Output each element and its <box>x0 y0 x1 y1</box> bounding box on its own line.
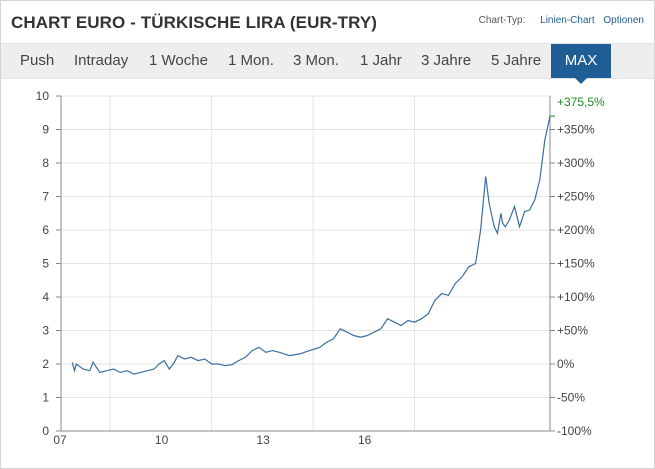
tab-active-arrow <box>575 78 587 84</box>
tab-1-woche[interactable]: 1 Woche <box>149 52 208 69</box>
tab-max[interactable]: MAX <box>551 44 611 84</box>
x-tick-label: 13 <box>256 433 270 447</box>
page-title: CHART EURO - TÜRKISCHE LIRA (EUR-TRY) <box>11 13 378 32</box>
x-tick-label: 16 <box>358 433 372 447</box>
y2-tick-label: +200% <box>557 223 595 237</box>
y-tick-label: 5 <box>42 257 49 271</box>
y2-tick-label: +150% <box>557 257 595 271</box>
price-line <box>71 115 551 375</box>
tab-intraday[interactable]: Intraday <box>74 52 129 69</box>
x-tick-label: 10 <box>155 433 169 447</box>
chart-type-bar: Chart-Typ: Linien-Chart Optionen <box>479 15 644 26</box>
y-tick-label: 3 <box>42 324 49 338</box>
y2-tick-label: -50% <box>557 391 585 405</box>
tab-max-label: MAX <box>564 52 598 69</box>
y2-tick-label: +50% <box>557 324 588 338</box>
chart-type-label: Chart-Typ: <box>478 15 526 26</box>
y-tick-label: 10 <box>36 89 50 103</box>
options-link[interactable]: Optionen <box>603 15 644 26</box>
y2-tick-label: -100% <box>557 424 592 438</box>
y2-tick-label: 0% <box>557 357 575 371</box>
tab-3-mon[interactable]: 3 Mon. <box>293 52 339 69</box>
y-tick-label: 2 <box>42 357 49 371</box>
tab-5-jahre[interactable]: 5 Jahre <box>491 52 542 69</box>
chart-header: CHART EURO - TÜRKISCHE LIRA (EUR-TRY) Ch… <box>1 1 654 43</box>
y-tick-label: 8 <box>42 156 49 170</box>
y-tick-label: 1 <box>42 391 49 405</box>
y2-tick-label: +350% <box>557 123 595 137</box>
period-tabs: Push Intraday 1 Woche 1 Mon. 3 Mon. 1 Ja… <box>1 43 654 84</box>
y2-tick-label: +250% <box>557 190 595 204</box>
x-tick-label: 07 <box>53 433 67 447</box>
y2-tick-label: +300% <box>557 156 595 170</box>
tab-3-jahre[interactable]: 3 Jahre <box>421 52 472 69</box>
y-tick-label: 4 <box>42 290 49 304</box>
y-tick-label: 0 <box>42 424 49 438</box>
y2-tick-label: +100% <box>557 290 595 304</box>
chart-type-link[interactable]: Linien-Chart <box>540 15 595 26</box>
tab-1-mon[interactable]: 1 Mon. <box>228 52 274 69</box>
tab-1-jahr[interactable]: 1 Jahr <box>360 52 402 69</box>
y-tick-label: 7 <box>42 190 49 204</box>
current-change-label: +375,5% <box>557 95 605 109</box>
y-tick-label: 9 <box>42 123 49 137</box>
tab-push[interactable]: Push <box>20 52 55 69</box>
y-tick-label: 6 <box>42 223 49 237</box>
